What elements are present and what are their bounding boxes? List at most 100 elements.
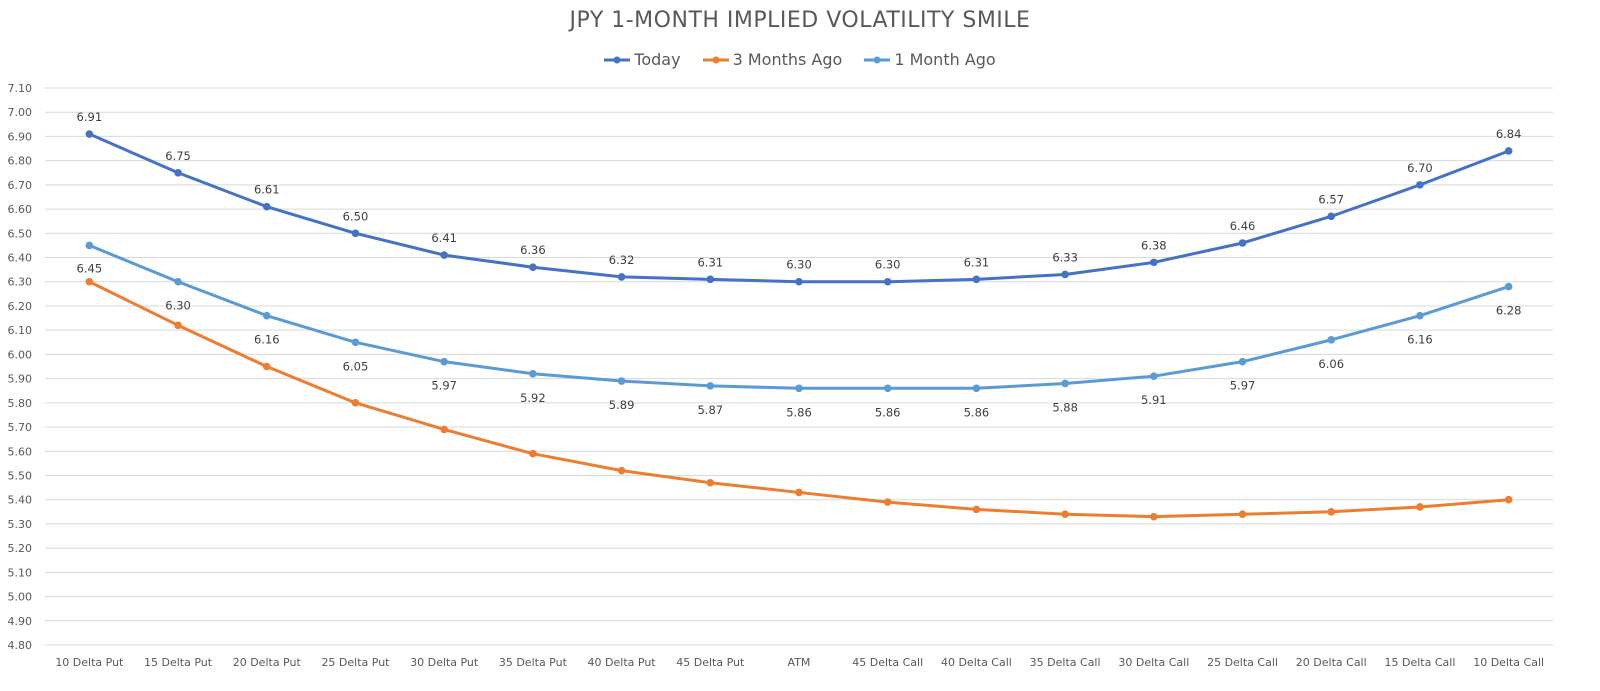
data-label: 6.50 xyxy=(343,209,369,223)
data-point[interactable] xyxy=(1061,270,1069,279)
data-point[interactable] xyxy=(529,449,537,458)
data-point[interactable] xyxy=(85,241,94,250)
data-label: 5.86 xyxy=(964,405,990,419)
data-point[interactable] xyxy=(883,498,892,506)
data-point[interactable] xyxy=(617,273,626,281)
data-point[interactable] xyxy=(1150,512,1158,521)
data-point[interactable] xyxy=(706,478,715,487)
data-point[interactable] xyxy=(1327,212,1336,221)
data-point[interactable] xyxy=(972,384,981,393)
data-point[interactable] xyxy=(972,505,981,514)
data-point[interactable] xyxy=(262,362,271,371)
data-point[interactable] xyxy=(617,377,626,385)
data-point[interactable] xyxy=(1416,311,1424,320)
data-point[interactable] xyxy=(174,168,182,177)
data-point[interactable] xyxy=(174,321,182,330)
data-point[interactable] xyxy=(262,311,271,320)
data-point[interactable] xyxy=(440,425,448,434)
data-label: 6.75 xyxy=(165,149,191,163)
data-label: 5.97 xyxy=(431,379,457,393)
data-point[interactable] xyxy=(440,251,448,259)
data-point[interactable] xyxy=(174,277,182,286)
data-point[interactable] xyxy=(440,357,448,366)
series-line-3-months-ago[interactable] xyxy=(88,280,1509,519)
data-label: 6.84 xyxy=(1496,127,1522,141)
x-tick-label: 15 Delta Call xyxy=(1385,656,1456,669)
legend-item-3-months-ago[interactable]: 3 Months Ago xyxy=(702,50,843,69)
y-tick-label: 5.00 xyxy=(8,591,33,604)
y-tick-label: 5.30 xyxy=(8,518,33,531)
x-tick-label: 25 Delta Put xyxy=(321,656,390,669)
data-label: 6.31 xyxy=(697,255,723,269)
legend-label: Today xyxy=(634,50,681,69)
data-label: 6.06 xyxy=(1318,357,1344,371)
data-point[interactable] xyxy=(883,384,892,393)
data-point[interactable] xyxy=(351,338,360,347)
data-label: 6.28 xyxy=(1496,304,1522,318)
data-point[interactable] xyxy=(795,384,803,393)
data-point[interactable] xyxy=(1150,372,1158,380)
data-point[interactable] xyxy=(706,275,715,284)
data-point[interactable] xyxy=(1150,258,1158,267)
data-point[interactable] xyxy=(1327,336,1336,344)
x-tick-label: 10 Delta Put xyxy=(55,656,124,669)
x-tick-label: 15 Delta Put xyxy=(144,656,213,669)
data-point[interactable] xyxy=(1238,239,1247,247)
data-point[interactable] xyxy=(1504,282,1513,291)
data-label: 5.92 xyxy=(520,391,546,405)
data-point[interactable] xyxy=(795,488,803,497)
y-tick-label: 6.80 xyxy=(8,155,33,168)
x-tick-label: 40 Delta Call xyxy=(941,656,1012,669)
x-tick-label: 40 Delta Put xyxy=(588,656,657,669)
data-point[interactable] xyxy=(85,277,94,286)
y-tick-label: 5.90 xyxy=(8,373,33,386)
data-point[interactable] xyxy=(617,466,626,475)
y-tick-label: 6.20 xyxy=(8,300,33,313)
data-point[interactable] xyxy=(529,263,537,272)
data-point[interactable] xyxy=(1238,510,1247,519)
data-point[interactable] xyxy=(1061,510,1069,519)
data-label: 6.30 xyxy=(786,258,812,272)
y-tick-label: 5.70 xyxy=(8,421,33,434)
data-point[interactable] xyxy=(1504,147,1513,155)
x-tick-label: ATM xyxy=(788,656,811,669)
y-tick-label: 5.10 xyxy=(8,566,33,579)
legend-item-today[interactable]: Today xyxy=(604,50,681,69)
y-tick-label: 6.50 xyxy=(8,227,33,240)
data-point[interactable] xyxy=(706,382,715,390)
data-point[interactable] xyxy=(972,275,981,284)
data-point[interactable] xyxy=(1327,508,1336,516)
data-point[interactable] xyxy=(351,229,360,238)
data-point[interactable] xyxy=(1416,503,1424,511)
y-tick-label: 5.20 xyxy=(8,542,33,555)
y-tick-label: 5.60 xyxy=(8,445,33,458)
data-point[interactable] xyxy=(1416,181,1424,189)
data-label: 6.91 xyxy=(77,110,103,124)
legend-item-1-month-ago[interactable]: 1 Month Ago xyxy=(864,50,996,69)
y-tick-label: 6.30 xyxy=(8,276,33,289)
y-tick-label: 7.00 xyxy=(8,106,33,119)
data-label: 6.36 xyxy=(520,243,546,257)
data-point[interactable] xyxy=(1061,379,1069,388)
x-tick-label: 20 Delta Put xyxy=(233,656,302,669)
data-point[interactable] xyxy=(1504,495,1513,504)
legend-marker-icon xyxy=(864,56,891,63)
data-label: 6.32 xyxy=(609,253,635,267)
x-tick-label: 45 Delta Call xyxy=(852,656,923,669)
data-point[interactable] xyxy=(529,369,537,378)
data-point[interactable] xyxy=(351,399,360,407)
axis-layer: 7.10 7.00 6.90 6.80 6.70 6.60 6.50 6.40 6.30 6.20… xyxy=(8,82,1545,669)
data-point[interactable] xyxy=(1238,357,1247,366)
data-point[interactable] xyxy=(883,277,892,286)
legend-marker-icon xyxy=(604,56,631,63)
legend-label: 3 Months Ago xyxy=(732,50,843,69)
data-point[interactable] xyxy=(262,202,271,211)
data-point[interactable] xyxy=(85,130,94,138)
legend: Today 3 Months Ago 1 Month Ago xyxy=(0,50,1600,69)
data-label: 6.33 xyxy=(1052,250,1078,264)
y-tick-label: 4.90 xyxy=(8,615,33,628)
data-label: 5.88 xyxy=(1052,400,1078,414)
data-point[interactable] xyxy=(795,277,803,286)
data-label: 5.91 xyxy=(1141,393,1167,407)
